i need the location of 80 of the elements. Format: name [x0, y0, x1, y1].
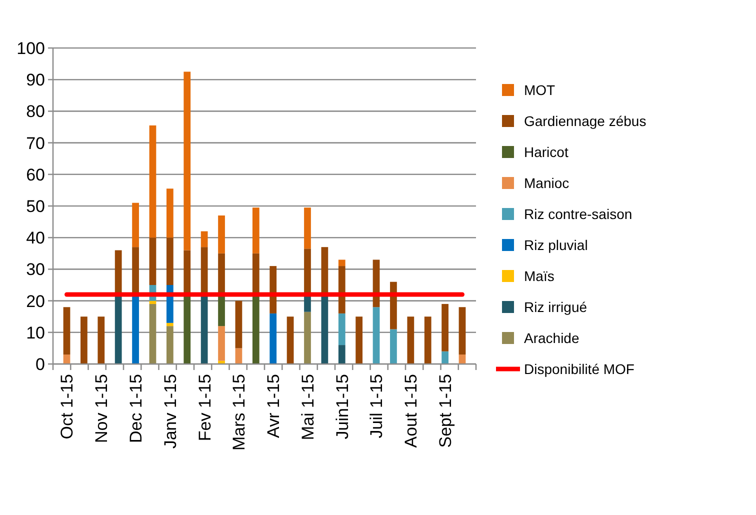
x-tick-label: Fev 1-15 — [195, 374, 214, 442]
x-tick-label: Mars 1-15 — [230, 374, 249, 451]
y-tick-label: 80 — [26, 102, 45, 122]
y-tick-label: 90 — [26, 70, 45, 90]
bar — [304, 208, 311, 249]
bar — [356, 316, 363, 364]
y-tick-label: 10 — [26, 323, 45, 342]
bar — [114, 250, 122, 294]
bar — [166, 322, 174, 326]
bar — [132, 247, 139, 294]
bar — [338, 266, 346, 314]
bar — [200, 231, 208, 248]
legend-label: Manioc — [524, 174, 570, 191]
bar — [321, 247, 328, 294]
legend-label: Riz irrigué — [524, 298, 588, 315]
bar — [458, 354, 466, 364]
x-tick-label: Juil 1-15 — [367, 374, 386, 438]
x-tick-label: Avr 1-15 — [264, 374, 284, 438]
bar — [270, 266, 277, 314]
x-tick-label: Juin1-15 — [332, 374, 352, 440]
bar — [166, 188, 174, 238]
bar — [235, 300, 242, 348]
y-tick-label: 100 — [16, 38, 45, 58]
bar — [424, 316, 432, 364]
legend-label: Riz contre-saison — [524, 206, 632, 222]
x-tick-label: Janv 1-15 — [160, 374, 180, 449]
legend-label: Riz pluvial — [524, 236, 588, 253]
y-tick-label: 70 — [26, 134, 45, 153]
legend-label: Gardiennage zébus — [524, 112, 646, 129]
bar — [390, 329, 397, 364]
bar — [218, 215, 225, 254]
y-tick-label: 60 — [26, 165, 45, 184]
bar — [63, 354, 70, 364]
bar — [218, 326, 225, 361]
bar — [338, 345, 346, 364]
bar — [149, 125, 156, 238]
bar — [80, 316, 88, 364]
x-tick-label: Aout 1-15 — [402, 374, 421, 448]
bar — [184, 72, 191, 250]
legend-label: MOT — [524, 82, 556, 98]
bar — [252, 253, 260, 294]
x-tick-label: Oct 1-15 — [58, 374, 77, 440]
bar — [149, 300, 156, 304]
legend-label: Arachide — [524, 330, 580, 346]
bar — [235, 348, 242, 364]
bar — [338, 260, 346, 266]
legend-label: Disponibilité MOF — [524, 360, 634, 377]
bar — [407, 316, 414, 364]
y-tick-label: 40 — [26, 228, 45, 248]
bar — [132, 202, 139, 248]
x-tick-label: Mai 1-15 — [298, 374, 318, 440]
bar — [286, 316, 294, 364]
y-tick-label: 20 — [26, 292, 45, 311]
bar — [372, 307, 380, 364]
bar — [458, 307, 466, 355]
y-tick-label: 50 — [26, 196, 45, 216]
bar — [442, 304, 448, 352]
legend-label: Maïs — [524, 268, 554, 284]
bar — [166, 238, 174, 285]
bar — [252, 208, 260, 254]
bar — [304, 312, 311, 364]
legend-label: Haricot — [524, 144, 568, 160]
y-tick-label: 30 — [26, 260, 45, 280]
bar — [200, 247, 208, 294]
x-tick-label: Nov 1-15 — [92, 374, 112, 443]
bar — [218, 253, 225, 294]
bar — [149, 304, 156, 364]
x-tick-label: Dec 1-15 — [126, 374, 146, 443]
y-tick-label: 0 — [36, 354, 45, 374]
bar — [304, 248, 311, 294]
bar — [149, 238, 156, 285]
bar — [184, 250, 191, 294]
bar — [166, 326, 174, 364]
bar — [338, 313, 346, 346]
bar — [442, 351, 448, 364]
bar — [98, 316, 105, 364]
bar — [270, 313, 277, 364]
bar — [390, 282, 397, 330]
bar — [63, 307, 70, 355]
x-tick-label: Sept 1-15 — [436, 374, 455, 448]
